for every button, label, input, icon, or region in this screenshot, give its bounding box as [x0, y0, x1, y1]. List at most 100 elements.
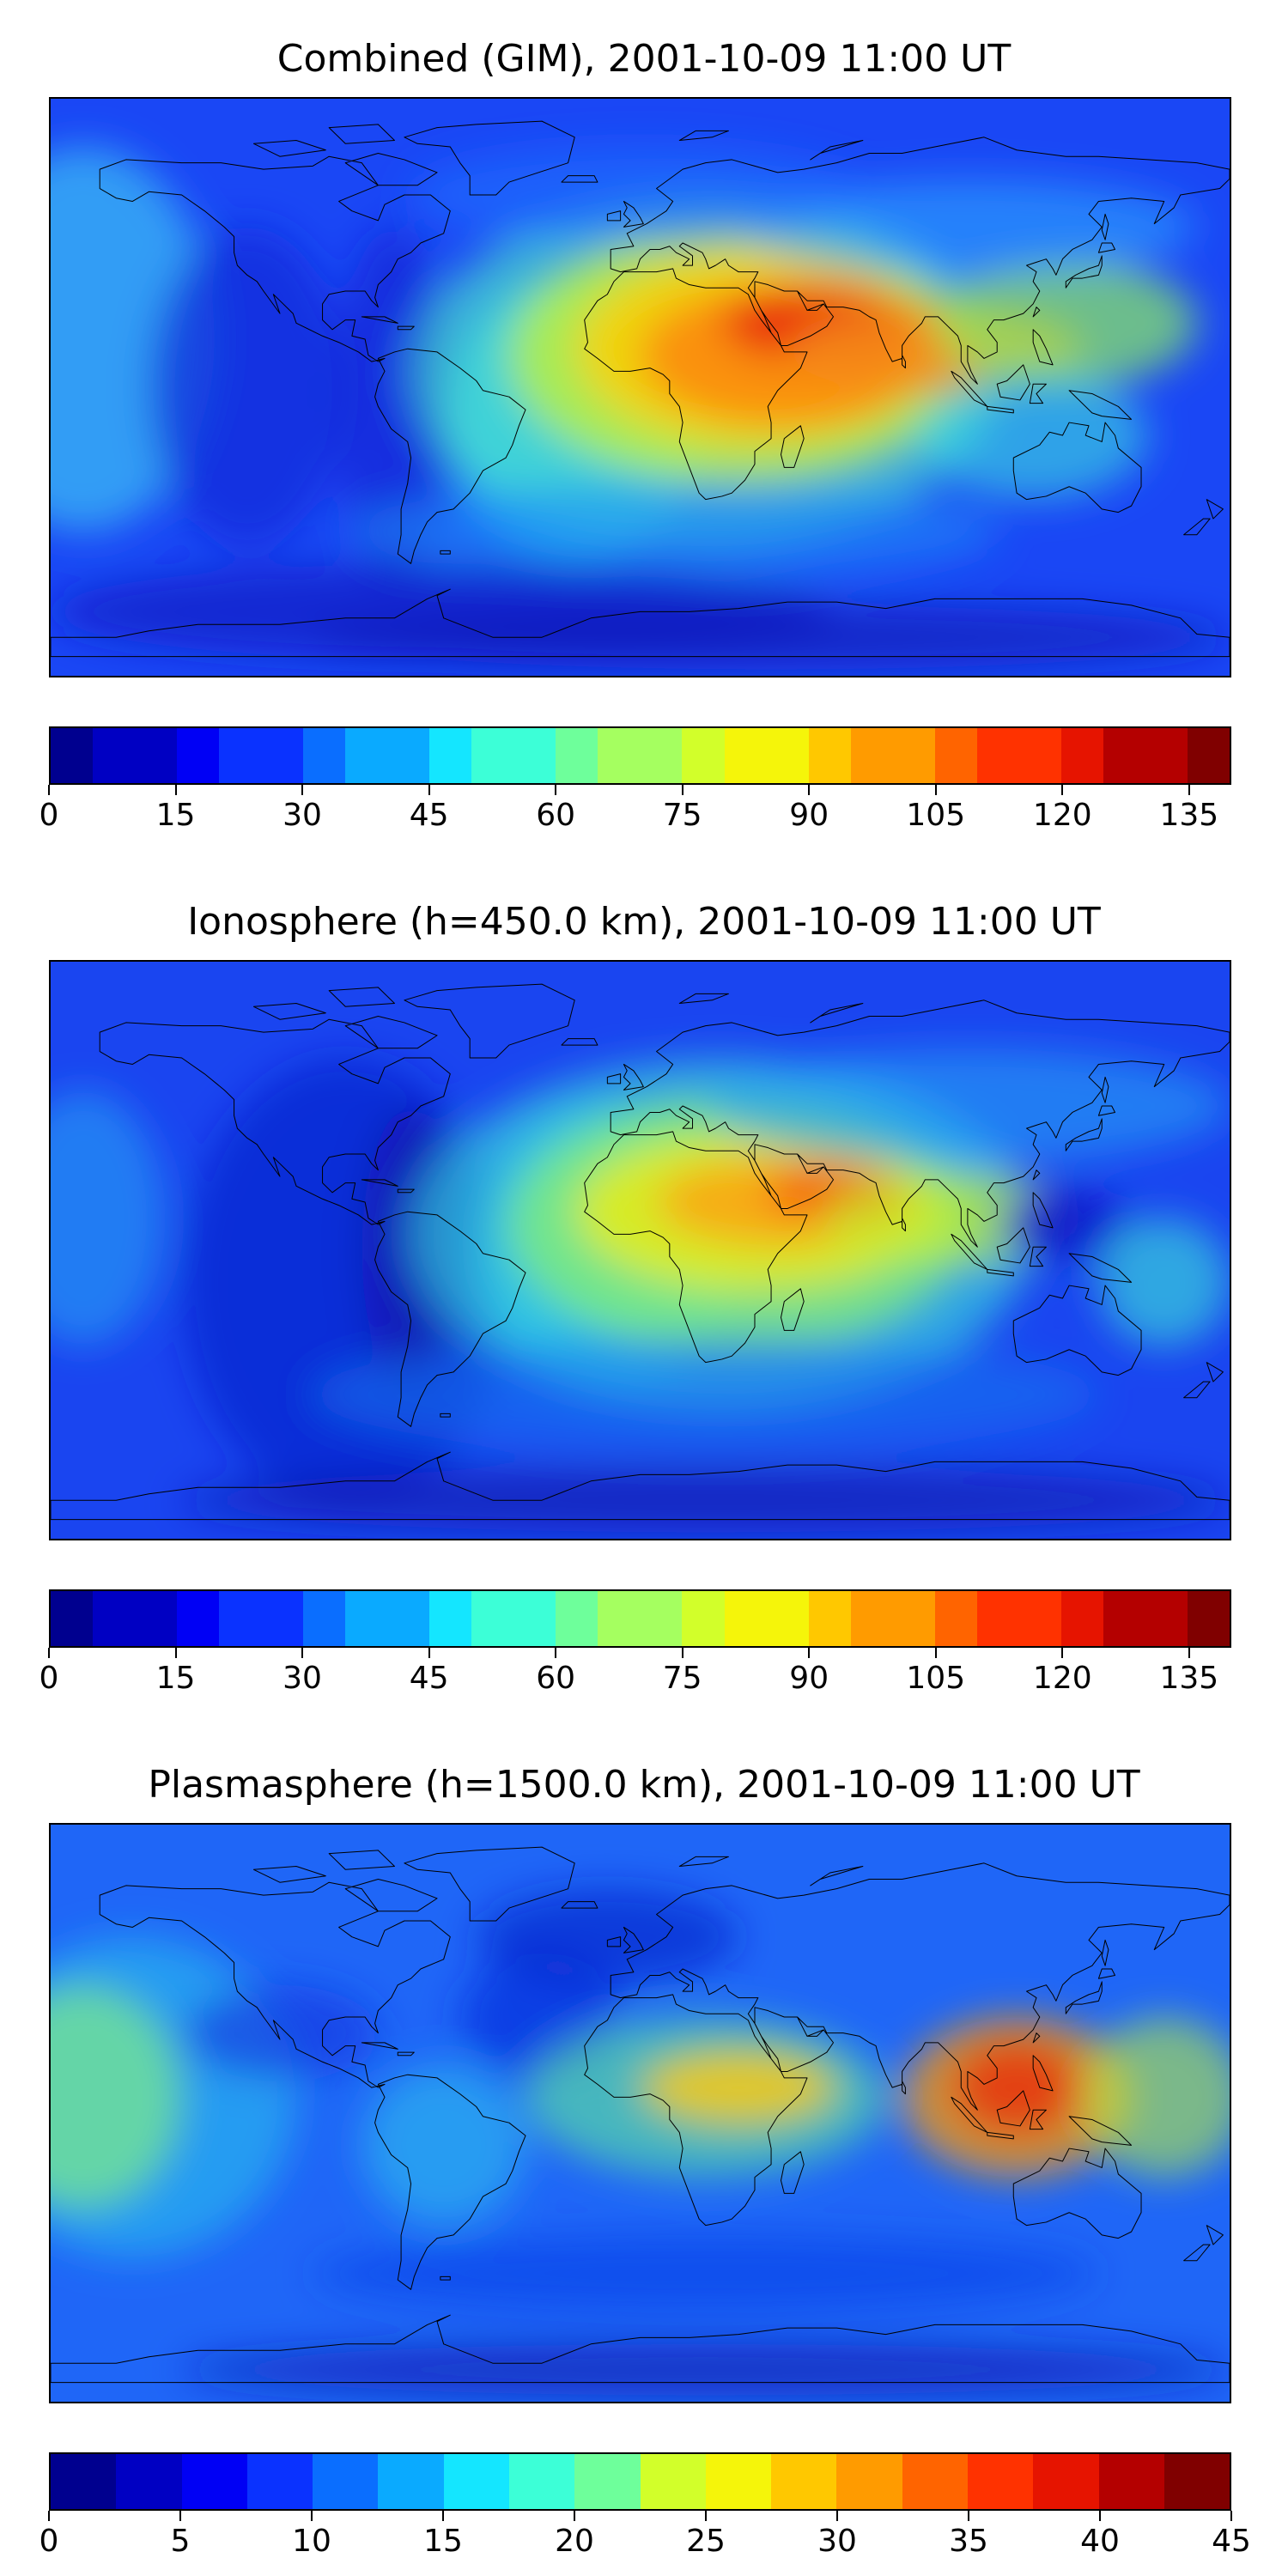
colorbar-tick: [968, 2511, 969, 2521]
colorbar: [49, 1589, 1231, 1648]
colorbar-tick: [174, 1648, 177, 1658]
colorbar-tick: [808, 1648, 811, 1658]
colorbar-segment: [181, 2454, 247, 2509]
colorbar-segment: [443, 2454, 509, 2509]
colorbar-segment: [1060, 1591, 1103, 1646]
colorbar-tick: [442, 2511, 444, 2521]
colorbar-segment: [1103, 1591, 1145, 1646]
colorbar-segment: [177, 728, 220, 783]
colorbar-tick: [681, 1648, 683, 1658]
colorbar-segment: [850, 728, 893, 783]
colorbar-tick: [301, 785, 304, 795]
colorbar-segment: [513, 728, 556, 783]
colorbar-tick: [311, 2511, 313, 2521]
colorbar-ticks: 0 15 30 45 60 75 90 105 120 135: [39, 1648, 1231, 1699]
colorbar-segment: [387, 1591, 430, 1646]
colorbar-tick-label: 60: [536, 798, 576, 833]
colorbar-segment: [682, 1591, 725, 1646]
colorbar-tick-label: 0: [39, 1661, 59, 1696]
colorbar-segment: [976, 1591, 1019, 1646]
colorbar-segment: [51, 728, 94, 783]
colorbar-tick-label: 30: [283, 798, 322, 833]
panel-title: Ionosphere (h=450.0 km), 2001-10-09 11:0…: [187, 900, 1101, 944]
colorbar-segment: [892, 728, 935, 783]
colorbar-segment: [345, 1591, 388, 1646]
colorbar-segment: [378, 2454, 444, 2509]
colorbar-tick-label: 40: [1080, 2524, 1120, 2559]
colorbar-segment: [261, 1591, 304, 1646]
colorbar-segment: [682, 728, 725, 783]
tec-contour-region: [918, 371, 1148, 500]
colorbar-tick: [174, 785, 177, 795]
tec-contour-region: [313, 1336, 1099, 1453]
colorbar-tick: [48, 2511, 50, 2521]
colorbar-tick-label: 25: [686, 2524, 726, 2559]
colorbar-tick: [1061, 785, 1064, 795]
colorbar-segment: [219, 1591, 262, 1646]
colorbar-segment: [771, 2454, 837, 2509]
tec-contour-region: [313, 2234, 1099, 2312]
colorbar-segment: [640, 728, 683, 783]
colorbar-tick: [428, 785, 430, 795]
colorbar-segment: [967, 2454, 1034, 2509]
map-plot: [51, 99, 1230, 676]
colorbar-segment: [1187, 1591, 1230, 1646]
colorbar-tick: [808, 785, 811, 795]
colorbar-segment: [1103, 728, 1145, 783]
colorbar-segment: [93, 1591, 136, 1646]
colorbar-tick-label: 20: [555, 2524, 594, 2559]
coastlines: [51, 121, 1230, 656]
colorbar-segment: [1033, 2454, 1099, 2509]
colorbar-segment: [51, 2454, 117, 2509]
colorbar-tick-label: 90: [789, 1661, 829, 1696]
colorbar-segment: [640, 2454, 706, 2509]
tec-contour-region: [313, 605, 1230, 670]
colorbar-tick-label: 10: [292, 2524, 331, 2559]
colorbar-tick: [574, 2511, 575, 2521]
colorbar-tick-label: 75: [662, 798, 702, 833]
colorbar-tick: [179, 2511, 181, 2521]
colorbar-segment: [850, 1591, 893, 1646]
colorbar-segment: [246, 2454, 313, 2509]
tec-contour-region: [1098, 1218, 1230, 1346]
colorbar-tick: [705, 2511, 707, 2521]
colorbar-segment: [934, 728, 977, 783]
colorbar-tick-label: 45: [1212, 2524, 1251, 2559]
coastlines: [51, 1847, 1230, 2382]
map-plot: [51, 962, 1230, 1539]
colorbar-segment: [303, 1591, 346, 1646]
tec-contour-region: [345, 483, 1001, 580]
colorbar-segment: [513, 1591, 556, 1646]
colorbar-tick: [301, 1648, 304, 1658]
colorbar-tick: [1230, 2511, 1232, 2521]
tec-contour-region: [476, 1888, 738, 1985]
colorbar-segment: [51, 1591, 94, 1646]
colorbar-segment: [303, 728, 346, 783]
tec-map: [49, 97, 1231, 677]
tec-field: [51, 1048, 1230, 1533]
colorbar-segment: [724, 728, 767, 783]
tec-contour-region: [951, 2039, 1083, 2136]
map-plot: [51, 1825, 1230, 2402]
colorbar-segment: [1145, 728, 1188, 783]
panel-title: Plasmasphere (h=1500.0 km), 2001-10-09 1…: [148, 1763, 1140, 1807]
colorbar-segment: [1018, 1591, 1061, 1646]
colorbar-segment: [135, 728, 178, 783]
colorbar-tick: [934, 785, 937, 795]
tec-contour-region: [149, 227, 346, 548]
tec-contour-region: [181, 1984, 379, 2081]
tec-field: [51, 147, 1230, 670]
colorbar-segment: [976, 728, 1019, 783]
colorbar-segment: [724, 1591, 767, 1646]
tec-field: [51, 1888, 1230, 2396]
colorbar-tick-label: 35: [949, 2524, 988, 2559]
colorbar-tick-label: 5: [170, 2524, 191, 2559]
tec-map: [49, 1823, 1231, 2403]
colorbar-tick-label: 90: [789, 798, 829, 833]
colorbar-segment: [219, 728, 262, 783]
colorbar-tick: [1188, 785, 1190, 795]
colorbar-tick: [555, 1648, 557, 1658]
tec-contour-region: [361, 2065, 526, 2226]
colorbar-segment: [508, 2454, 575, 2509]
colorbar-tick: [934, 1648, 937, 1658]
